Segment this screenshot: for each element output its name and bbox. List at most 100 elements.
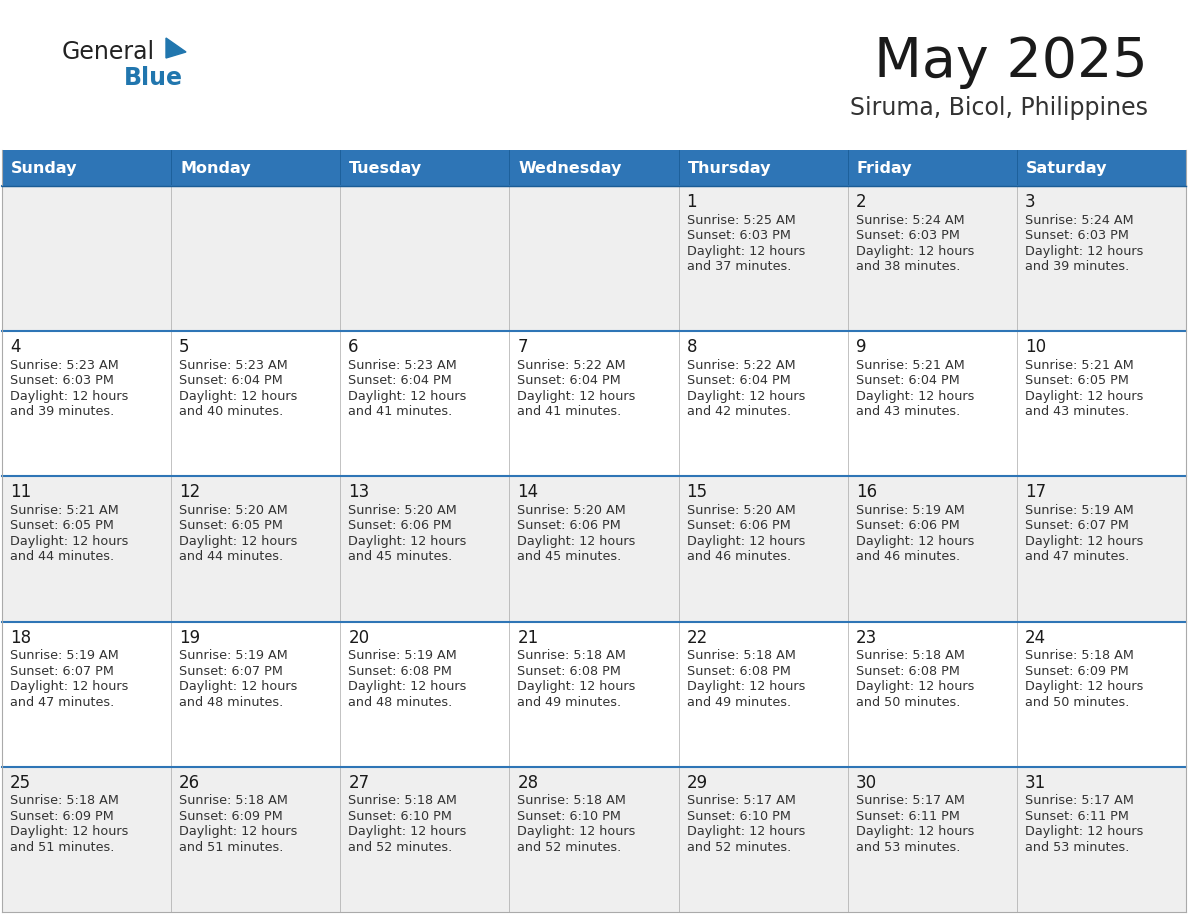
Text: and 52 minutes.: and 52 minutes.	[518, 841, 621, 854]
Text: and 41 minutes.: and 41 minutes.	[518, 405, 621, 419]
Text: Daylight: 12 hours: Daylight: 12 hours	[518, 825, 636, 838]
Text: Daylight: 12 hours: Daylight: 12 hours	[855, 535, 974, 548]
Bar	[848, 476, 1017, 621]
Text: Daylight: 12 hours: Daylight: 12 hours	[687, 535, 805, 548]
Text: Sunrise: 5:19 AM: Sunrise: 5:19 AM	[1025, 504, 1133, 517]
Text: Sunset: 6:08 PM: Sunset: 6:08 PM	[687, 665, 790, 677]
Text: Sunrise: 5:18 AM: Sunrise: 5:18 AM	[348, 794, 457, 807]
Text: Sunset: 6:05 PM: Sunset: 6:05 PM	[179, 520, 283, 532]
Text: 14: 14	[518, 484, 538, 501]
Text: Daylight: 12 hours: Daylight: 12 hours	[179, 535, 297, 548]
Text: 17: 17	[1025, 484, 1045, 501]
Text: Sunrise: 5:22 AM: Sunrise: 5:22 AM	[518, 359, 626, 372]
Text: Sunset: 6:04 PM: Sunset: 6:04 PM	[855, 375, 960, 387]
Text: Sunrise: 5:20 AM: Sunrise: 5:20 AM	[687, 504, 795, 517]
Text: Friday: Friday	[857, 161, 912, 175]
Text: Sunset: 6:03 PM: Sunset: 6:03 PM	[10, 375, 114, 387]
Text: Sunset: 6:10 PM: Sunset: 6:10 PM	[687, 810, 790, 823]
Text: Sunrise: 5:18 AM: Sunrise: 5:18 AM	[179, 794, 287, 807]
Text: Sunrise: 5:19 AM: Sunrise: 5:19 AM	[10, 649, 119, 662]
Text: Sunset: 6:04 PM: Sunset: 6:04 PM	[179, 375, 283, 387]
Text: Sunrise: 5:23 AM: Sunrise: 5:23 AM	[179, 359, 287, 372]
Text: Daylight: 12 hours: Daylight: 12 hours	[10, 390, 128, 403]
Text: 19: 19	[179, 629, 201, 646]
Text: 7: 7	[518, 338, 527, 356]
Text: Sunset: 6:06 PM: Sunset: 6:06 PM	[855, 520, 960, 532]
Text: 12: 12	[179, 484, 201, 501]
Text: and 52 minutes.: and 52 minutes.	[687, 841, 791, 854]
Text: General: General	[62, 40, 156, 64]
Text: Daylight: 12 hours: Daylight: 12 hours	[10, 680, 128, 693]
Text: Daylight: 12 hours: Daylight: 12 hours	[1025, 244, 1143, 258]
Text: Sunrise: 5:17 AM: Sunrise: 5:17 AM	[1025, 794, 1133, 807]
Text: and 39 minutes.: and 39 minutes.	[1025, 260, 1129, 273]
Text: 29: 29	[687, 774, 708, 792]
Text: 13: 13	[348, 484, 369, 501]
Text: and 53 minutes.: and 53 minutes.	[855, 841, 960, 854]
Text: 9: 9	[855, 338, 866, 356]
Text: Sunrise: 5:18 AM: Sunrise: 5:18 AM	[1025, 649, 1133, 662]
Text: Daylight: 12 hours: Daylight: 12 hours	[687, 244, 805, 258]
Text: Sunrise: 5:18 AM: Sunrise: 5:18 AM	[518, 649, 626, 662]
Text: 31: 31	[1025, 774, 1047, 792]
Text: Sunrise: 5:21 AM: Sunrise: 5:21 AM	[10, 504, 119, 517]
Text: Sunset: 6:05 PM: Sunset: 6:05 PM	[1025, 375, 1129, 387]
Text: Sunset: 6:10 PM: Sunset: 6:10 PM	[518, 810, 621, 823]
Text: 1: 1	[687, 193, 697, 211]
Text: Sunset: 6:03 PM: Sunset: 6:03 PM	[855, 229, 960, 242]
Text: Daylight: 12 hours: Daylight: 12 hours	[855, 680, 974, 693]
Bar	[340, 331, 510, 476]
Text: 28: 28	[518, 774, 538, 792]
Bar	[848, 186, 1017, 331]
Text: Daylight: 12 hours: Daylight: 12 hours	[855, 825, 974, 838]
Text: and 52 minutes.: and 52 minutes.	[348, 841, 453, 854]
Text: Daylight: 12 hours: Daylight: 12 hours	[1025, 535, 1143, 548]
Bar	[171, 186, 340, 331]
Text: and 39 minutes.: and 39 minutes.	[10, 405, 114, 419]
Text: and 48 minutes.: and 48 minutes.	[179, 696, 284, 709]
Text: Sunset: 6:03 PM: Sunset: 6:03 PM	[1025, 229, 1129, 242]
Text: Daylight: 12 hours: Daylight: 12 hours	[348, 535, 467, 548]
Text: 16: 16	[855, 484, 877, 501]
Text: Daylight: 12 hours: Daylight: 12 hours	[10, 825, 128, 838]
Text: Sunrise: 5:21 AM: Sunrise: 5:21 AM	[855, 359, 965, 372]
Text: Sunrise: 5:21 AM: Sunrise: 5:21 AM	[1025, 359, 1133, 372]
Text: Sunset: 6:08 PM: Sunset: 6:08 PM	[348, 665, 453, 677]
Text: Sunrise: 5:19 AM: Sunrise: 5:19 AM	[348, 649, 457, 662]
Text: May 2025: May 2025	[874, 35, 1148, 89]
Bar	[1017, 150, 1186, 186]
Text: and 47 minutes.: and 47 minutes.	[10, 696, 114, 709]
Bar	[848, 621, 1017, 767]
Text: Daylight: 12 hours: Daylight: 12 hours	[10, 535, 128, 548]
Text: Sunrise: 5:20 AM: Sunrise: 5:20 AM	[348, 504, 457, 517]
Text: 25: 25	[10, 774, 31, 792]
Bar	[340, 621, 510, 767]
Bar	[510, 476, 678, 621]
Bar	[2, 767, 171, 912]
Text: 2: 2	[855, 193, 866, 211]
Text: 3: 3	[1025, 193, 1036, 211]
Bar	[340, 476, 510, 621]
Bar	[1017, 767, 1186, 912]
Text: and 43 minutes.: and 43 minutes.	[1025, 405, 1129, 419]
Text: Sunset: 6:11 PM: Sunset: 6:11 PM	[1025, 810, 1129, 823]
Text: Daylight: 12 hours: Daylight: 12 hours	[348, 825, 467, 838]
Text: 5: 5	[179, 338, 190, 356]
Text: and 41 minutes.: and 41 minutes.	[348, 405, 453, 419]
Text: 6: 6	[348, 338, 359, 356]
Bar	[510, 331, 678, 476]
Text: Sunset: 6:08 PM: Sunset: 6:08 PM	[518, 665, 621, 677]
Text: 8: 8	[687, 338, 697, 356]
Text: 18: 18	[10, 629, 31, 646]
Text: Blue: Blue	[124, 66, 183, 90]
Bar	[848, 331, 1017, 476]
Bar	[2, 186, 171, 331]
Text: and 51 minutes.: and 51 minutes.	[10, 841, 114, 854]
Text: Wednesday: Wednesday	[518, 161, 621, 175]
Text: Sunset: 6:09 PM: Sunset: 6:09 PM	[10, 810, 114, 823]
Text: 22: 22	[687, 629, 708, 646]
Text: Sunset: 6:06 PM: Sunset: 6:06 PM	[518, 520, 621, 532]
Bar	[1017, 476, 1186, 621]
Bar	[340, 186, 510, 331]
Text: Daylight: 12 hours: Daylight: 12 hours	[1025, 390, 1143, 403]
